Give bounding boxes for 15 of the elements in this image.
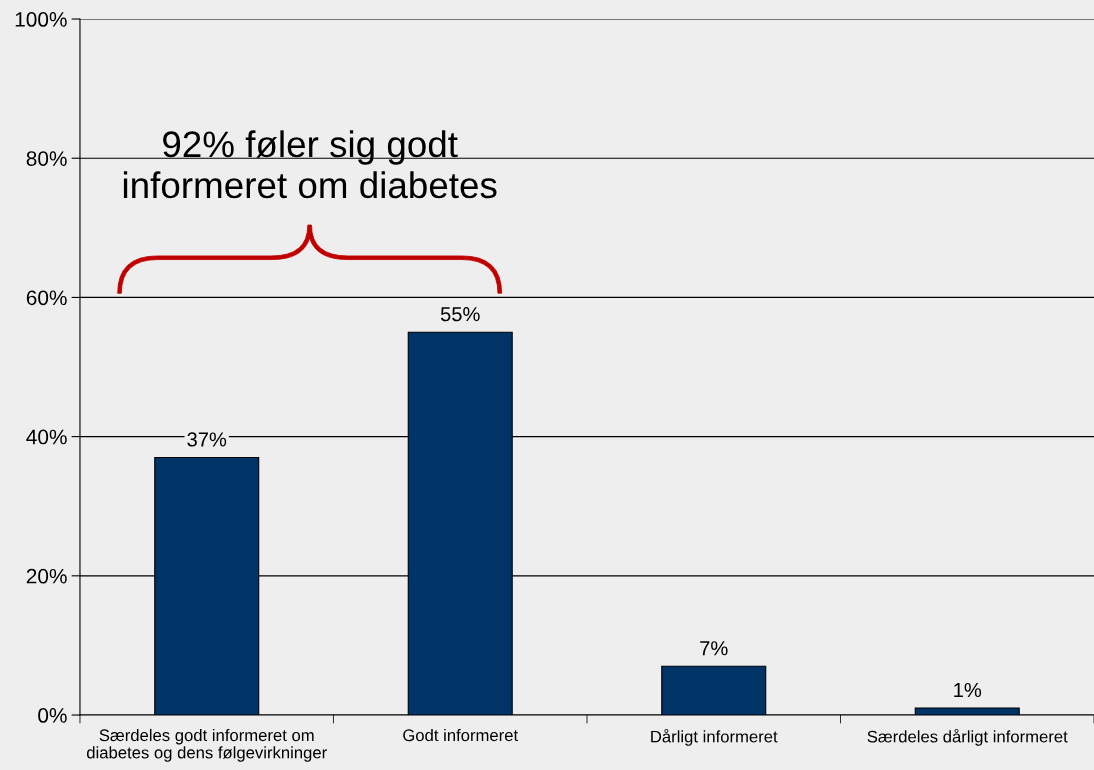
x-tick-label: Særdeles dårligt informeret [867, 728, 1068, 746]
y-tick-label: 80% [26, 151, 67, 166]
y-tick-label: 40% [26, 429, 67, 445]
data-label: 7% [700, 641, 728, 656]
x-tick-label: Særdeles godt informeret om diabetes og dens følgevirkninger [86, 728, 327, 762]
x-tick-label: Godt informeret [403, 728, 519, 742]
y-tick-label: 0% [38, 708, 67, 723]
x-tick-label: Dårligt informeret [651, 728, 778, 746]
y-tick-label: 20% [26, 568, 67, 584]
data-label: 37% [187, 432, 227, 447]
data-label: 1% [954, 682, 982, 698]
annotation: 92% føler sig godt informeret om diabetes [123, 130, 497, 199]
y-tick-label: 60% [26, 290, 67, 306]
data-label: 55% [440, 307, 480, 322]
y-tick-label: 100% [15, 12, 67, 27]
